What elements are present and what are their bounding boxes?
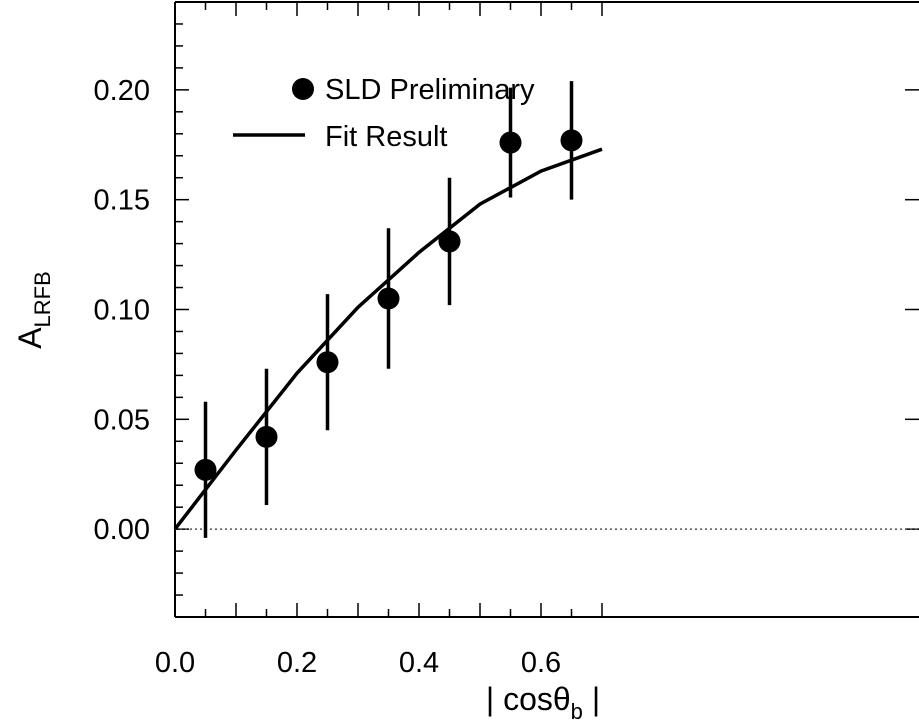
point-marker	[438, 230, 461, 253]
legend-label-fit: Fit Result	[325, 121, 447, 153]
data-point	[255, 368, 278, 505]
legend-marker-circle	[292, 78, 314, 100]
y-tick-label: 0.05	[94, 404, 150, 436]
point-marker	[255, 425, 278, 448]
y-tick-label: 0.10	[94, 295, 150, 327]
legend: SLD Preliminary Fit Result	[233, 74, 535, 153]
y-axis-title: ALRFB	[12, 271, 55, 349]
y-axis-title-main: A	[12, 327, 48, 349]
point-marker	[194, 458, 217, 481]
data-point	[499, 87, 522, 198]
x-tick-label: 0.4	[399, 647, 439, 679]
data-points	[194, 81, 583, 538]
y-tick-label: 0.20	[94, 75, 150, 107]
x-axis-title: | cosθb |	[486, 681, 600, 724]
x-tick-labels: 0.0 0.2 0.4 0.6	[155, 647, 561, 679]
data-point	[560, 81, 583, 200]
point-marker	[316, 351, 339, 374]
legend-label-sld: SLD Preliminary	[325, 74, 535, 106]
y-tick-labels: 0.00 0.05 0.10 0.15 0.20	[94, 75, 150, 546]
x-tick-label: 0.6	[521, 647, 561, 679]
y-tick-label: 0.00	[94, 514, 150, 546]
point-marker	[560, 129, 583, 152]
x-tick-label: 0.0	[155, 647, 195, 679]
axis-ticks	[175, 1, 919, 618]
data-point	[316, 294, 339, 431]
x-tick-label: 0.2	[277, 647, 317, 679]
data-point	[377, 228, 400, 369]
data-point	[438, 177, 461, 306]
point-marker	[377, 287, 400, 310]
x-axis-title-sub: b	[571, 699, 583, 724]
data-point	[194, 401, 217, 538]
point-marker	[499, 131, 522, 154]
plot-frame	[174, 1, 919, 618]
y-axis-title-sub: LRFB	[30, 271, 55, 327]
y-tick-label: 0.15	[94, 185, 150, 217]
x-axis-title-tail: |	[583, 681, 600, 717]
x-axis-title-main: | cosθ	[486, 681, 571, 717]
